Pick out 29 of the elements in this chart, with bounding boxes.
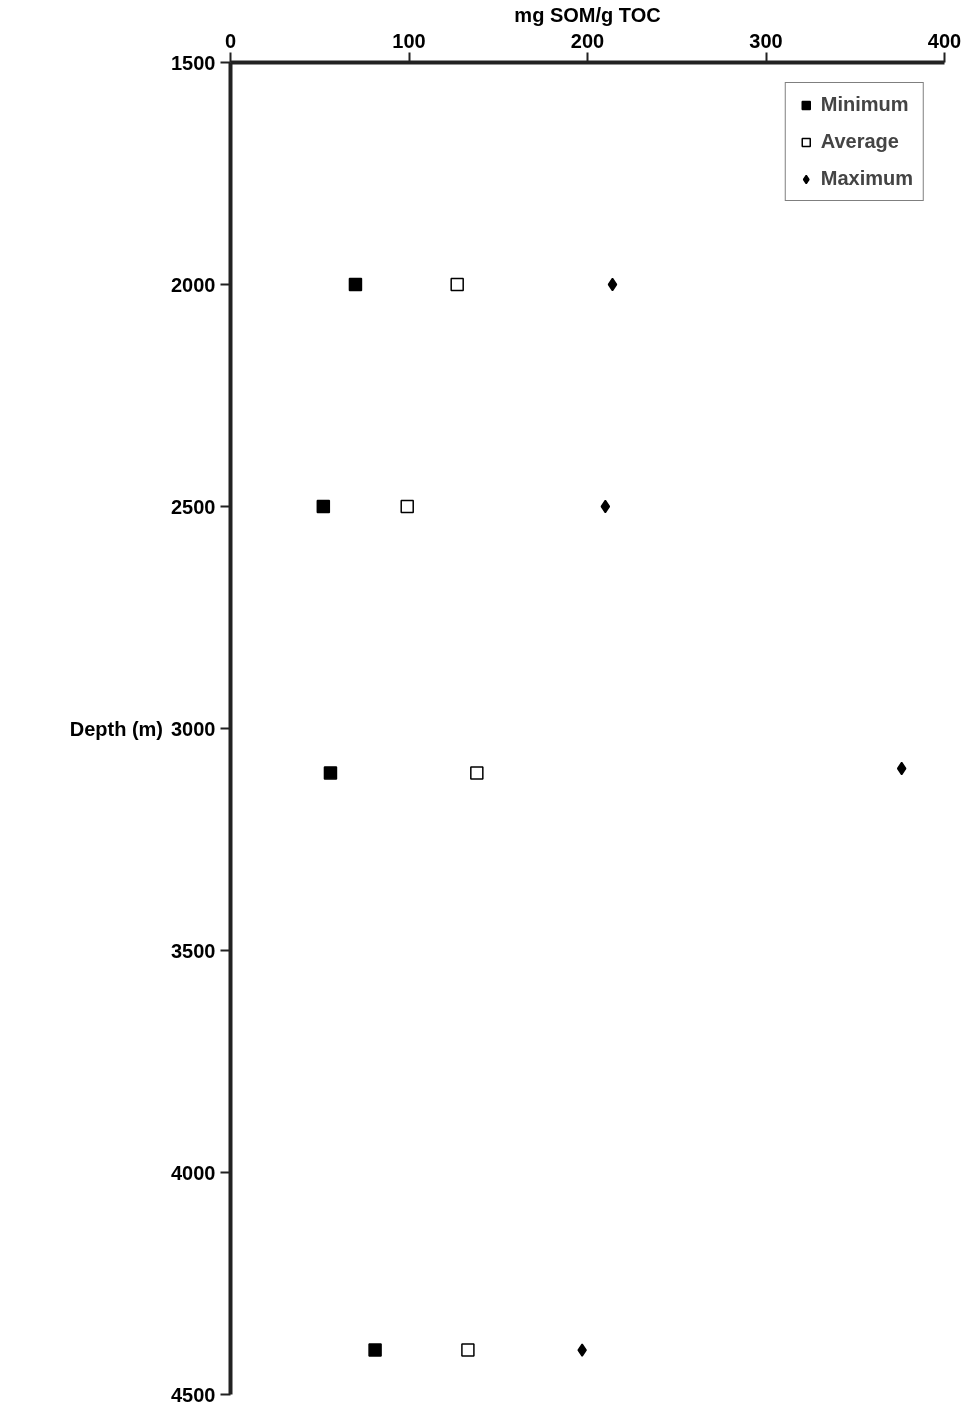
y-tick-label: 4500 (171, 1383, 216, 1404)
x-tick-label: 300 (749, 29, 783, 52)
legend-label: Average (820, 130, 899, 153)
point (461, 1343, 475, 1357)
point (607, 277, 618, 292)
x-tick-label: 400 (927, 29, 962, 52)
y-tick-label: 4000 (171, 1161, 216, 1184)
legend-label: Maximum (820, 167, 913, 190)
point (316, 499, 331, 514)
y-axis-title: Depth (m) (69, 717, 164, 740)
y-tick-label: 1500 (171, 51, 216, 74)
legend-label: Minimum (820, 93, 909, 116)
x-tick-label: 0 (224, 29, 237, 52)
point (348, 277, 363, 292)
point (368, 1343, 382, 1357)
x-tick-label: 100 (392, 29, 426, 52)
y-tick-label: 2000 (171, 273, 216, 296)
point (896, 761, 907, 776)
y-tick-label: 2500 (171, 495, 216, 518)
point (600, 499, 611, 514)
point (577, 1343, 587, 1357)
x-axis-title: mg SOM/g TOC (514, 3, 661, 26)
y-tick-label: 3000 (171, 717, 216, 740)
point (323, 766, 338, 780)
x-tick-label: 200 (570, 29, 605, 52)
point (450, 277, 464, 292)
point (470, 766, 484, 780)
y-tick-label: 3500 (171, 939, 216, 962)
point (400, 499, 414, 514)
